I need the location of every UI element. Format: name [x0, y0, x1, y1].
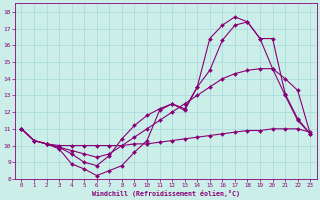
X-axis label: Windchill (Refroidissement éolien,°C): Windchill (Refroidissement éolien,°C): [92, 190, 240, 197]
